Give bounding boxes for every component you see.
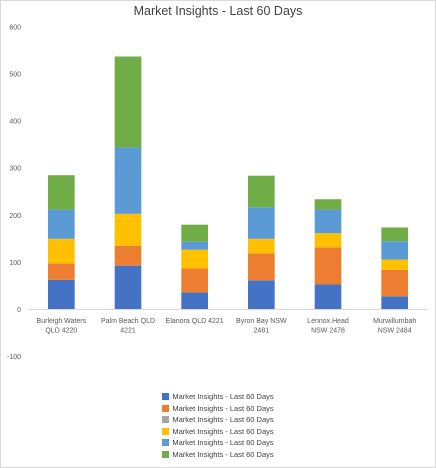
- plot-area: [48, 56, 408, 310]
- legend-label: Market Insights - Last 60 Days: [172, 392, 274, 401]
- legend: Market Insights - Last 60 Days Market Ins…: [0, 391, 436, 460]
- y-tick-label: -100: [7, 354, 21, 361]
- bar-segment: [248, 280, 275, 310]
- x-tick-label-line: NSW 2484: [378, 328, 412, 335]
- bar-segment: [381, 269, 408, 297]
- x-tick-label-line: Elanora QLD 4221: [166, 318, 224, 325]
- bar-segment: [48, 279, 75, 310]
- y-tick-label: 100: [9, 260, 21, 267]
- bar-segment: [181, 249, 208, 269]
- x-tick-label-line: 2481: [254, 328, 270, 335]
- y-tick-label: 400: [9, 119, 21, 126]
- bar-segment: [48, 209, 75, 239]
- bar-segment: [314, 199, 342, 210]
- bar-segment: [314, 233, 342, 248]
- legend-label: Market Insights - Last 60 Days: [172, 438, 274, 447]
- legend-item: Market Insights - Last 60 Days: [162, 449, 274, 460]
- bar-segment: [314, 284, 342, 310]
- legend-label: Market Insights - Last 60 Days: [172, 415, 274, 424]
- bar-segment: [114, 265, 142, 310]
- x-axis: Burleigh Waters QLD 4220 Palm Beach QLD 422…: [37, 318, 417, 335]
- legend-label: Market Insights - Last 60 Days: [172, 426, 274, 436]
- bar-segment: [381, 241, 408, 260]
- bar-segment: [381, 227, 408, 242]
- bar-segment: [48, 238, 75, 264]
- x-tick-label: Lennox Head NSW 2478: [307, 318, 349, 335]
- bar-segment: [114, 147, 142, 214]
- x-tick-label-line: 4221: [120, 328, 136, 335]
- bar-segment: [181, 224, 208, 242]
- bar-segment: [114, 245, 142, 266]
- x-tick-label-line: Palm Beach QLD: [101, 318, 155, 325]
- bar-segment: [114, 213, 142, 246]
- legend-item: Market Insights - Last 60 Days: [162, 403, 274, 414]
- legend-swatch: [162, 404, 170, 412]
- x-tick-label: Palm Beach QLD 4221: [101, 318, 155, 335]
- y-axis: -100 0 100 200 300 400 500 600: [7, 24, 21, 361]
- x-tick-label: Elanora QLD 4221: [166, 318, 224, 325]
- x-tick-label-line: Lennox Head: [307, 318, 349, 325]
- y-tick-label: 200: [9, 213, 21, 220]
- bar-segment: [314, 247, 342, 285]
- legend-item: Market Insights - Last 60 Days: [162, 437, 274, 448]
- x-tick-label-line: Burleigh Waters: [37, 318, 87, 325]
- bar-segment: [181, 241, 208, 250]
- y-tick-label: 600: [9, 24, 21, 31]
- legend-label: Market Insights - Last 60 Days: [172, 403, 274, 413]
- x-tick-label-line: NSW 2478: [311, 328, 345, 335]
- bar-segment: [248, 253, 275, 281]
- bar-segment: [114, 56, 142, 148]
- y-tick-label: 500: [9, 71, 21, 78]
- x-tick-label-line: Murwillumbah: [373, 318, 416, 325]
- legend-item: Market Insights - Last 60 Days: [162, 391, 274, 402]
- y-tick-label: 0: [17, 307, 21, 314]
- x-tick-label: Burleigh Waters QLD 4220: [37, 318, 87, 335]
- legend-swatch: [162, 427, 170, 435]
- x-tick-label-line: Byron Bay NSW: [236, 318, 287, 325]
- legend-swatch: [162, 416, 170, 423]
- legend-item: Market Insights - Last 60 Days: [162, 414, 274, 425]
- legend-label: Market Insights - Last 60 Days: [172, 449, 274, 459]
- x-tick-label: Byron Bay NSW 2481: [236, 318, 287, 335]
- bar-segment: [314, 209, 342, 234]
- bar-segment: [181, 268, 208, 293]
- chart-title: Market Insights - Last 60 Days: [134, 4, 303, 18]
- legend-item: Market Insights - Last 60 Days: [162, 426, 274, 437]
- bar-segment: [248, 207, 275, 239]
- bar-segment: [48, 175, 75, 210]
- bar-segment: [381, 259, 408, 270]
- legend-swatch: [162, 393, 170, 400]
- bar-segment: [48, 263, 75, 280]
- x-tick-label: Murwillumbah NSW 2484: [373, 318, 416, 335]
- bar-segment: [248, 238, 275, 254]
- bar-segment: [248, 175, 275, 208]
- legend-swatch: [162, 450, 170, 458]
- bar-segment: [181, 292, 208, 310]
- x-tick-label-line: QLD 4220: [45, 328, 77, 335]
- legend-swatch: [162, 439, 170, 446]
- bar-segment: [381, 296, 408, 310]
- y-tick-label: 300: [9, 166, 21, 173]
